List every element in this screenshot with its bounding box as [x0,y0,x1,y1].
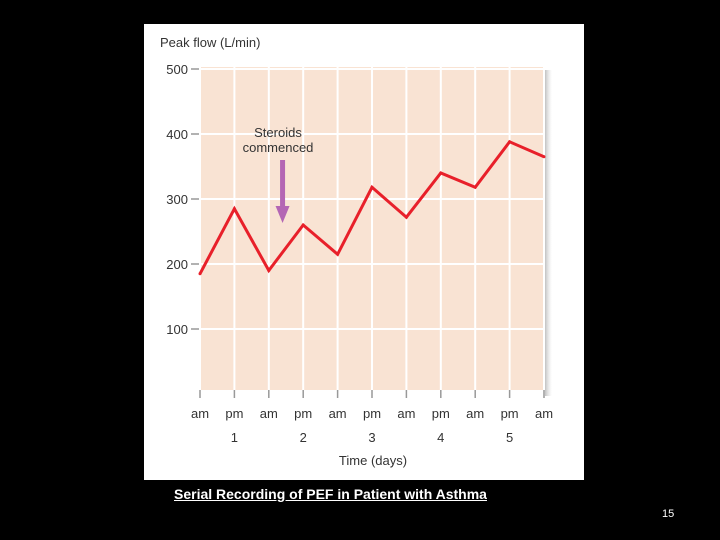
y-tick-label: 100 [166,322,188,337]
peak-flow-chart: 100 200 300 400 500 am pm am pm am pm am pm am pm am 1 2… [160,35,553,468]
x-tick-label: pm [501,406,519,421]
data-point [404,215,408,219]
day-label: 4 [437,430,444,445]
data-point [439,171,443,175]
data-point [542,155,546,159]
x-tick-label: am [397,406,415,421]
data-point [370,185,374,189]
y-tick-label: 200 [166,257,188,272]
steroids-annotation: Steroids commenced [243,125,314,223]
y-tick-label: 400 [166,127,188,142]
data-point [198,272,202,276]
annotation-text-line2: commenced [243,140,314,155]
chart-panel: 100 200 300 400 500 am pm am pm am pm am pm am pm am 1 2… [144,24,584,480]
x-tick-label: pm [432,406,450,421]
data-point [508,140,512,144]
page-number: 15 [662,508,675,520]
x-tick-label: am [535,406,553,421]
x-tick-label: am [466,406,484,421]
day-label: 5 [506,430,513,445]
day-label: 3 [368,430,375,445]
data-point [336,252,340,256]
x-axis-label: Time (days) [339,453,407,468]
y-tick-label: 300 [166,192,188,207]
x-axis-ticks: am pm am pm am pm am pm am pm am 1 2 3 4 5 [191,390,553,445]
y-axis-ticks: 100 200 300 400 500 [166,62,199,337]
x-tick-label: pm [363,406,381,421]
slide-caption: Serial Recording of PEF in Patient with … [174,486,487,502]
day-label: 2 [300,430,307,445]
data-point [473,185,477,189]
x-tick-label: am [329,406,347,421]
x-tick-label: pm [225,406,243,421]
annotation-text-line1: Steroids [254,125,302,140]
x-tick-label: pm [294,406,312,421]
grid-lines [199,67,545,390]
y-axis-label: Peak flow (L/min) [160,35,260,50]
arrow-head-icon [275,206,290,223]
data-point [232,207,236,211]
x-tick-label: am [260,406,278,421]
data-point [301,223,305,227]
x-tick-label: am [191,406,209,421]
y-tick-label: 500 [166,62,188,77]
data-point [267,269,271,272]
plot-shadow-right [545,70,552,396]
day-label: 1 [231,430,238,445]
